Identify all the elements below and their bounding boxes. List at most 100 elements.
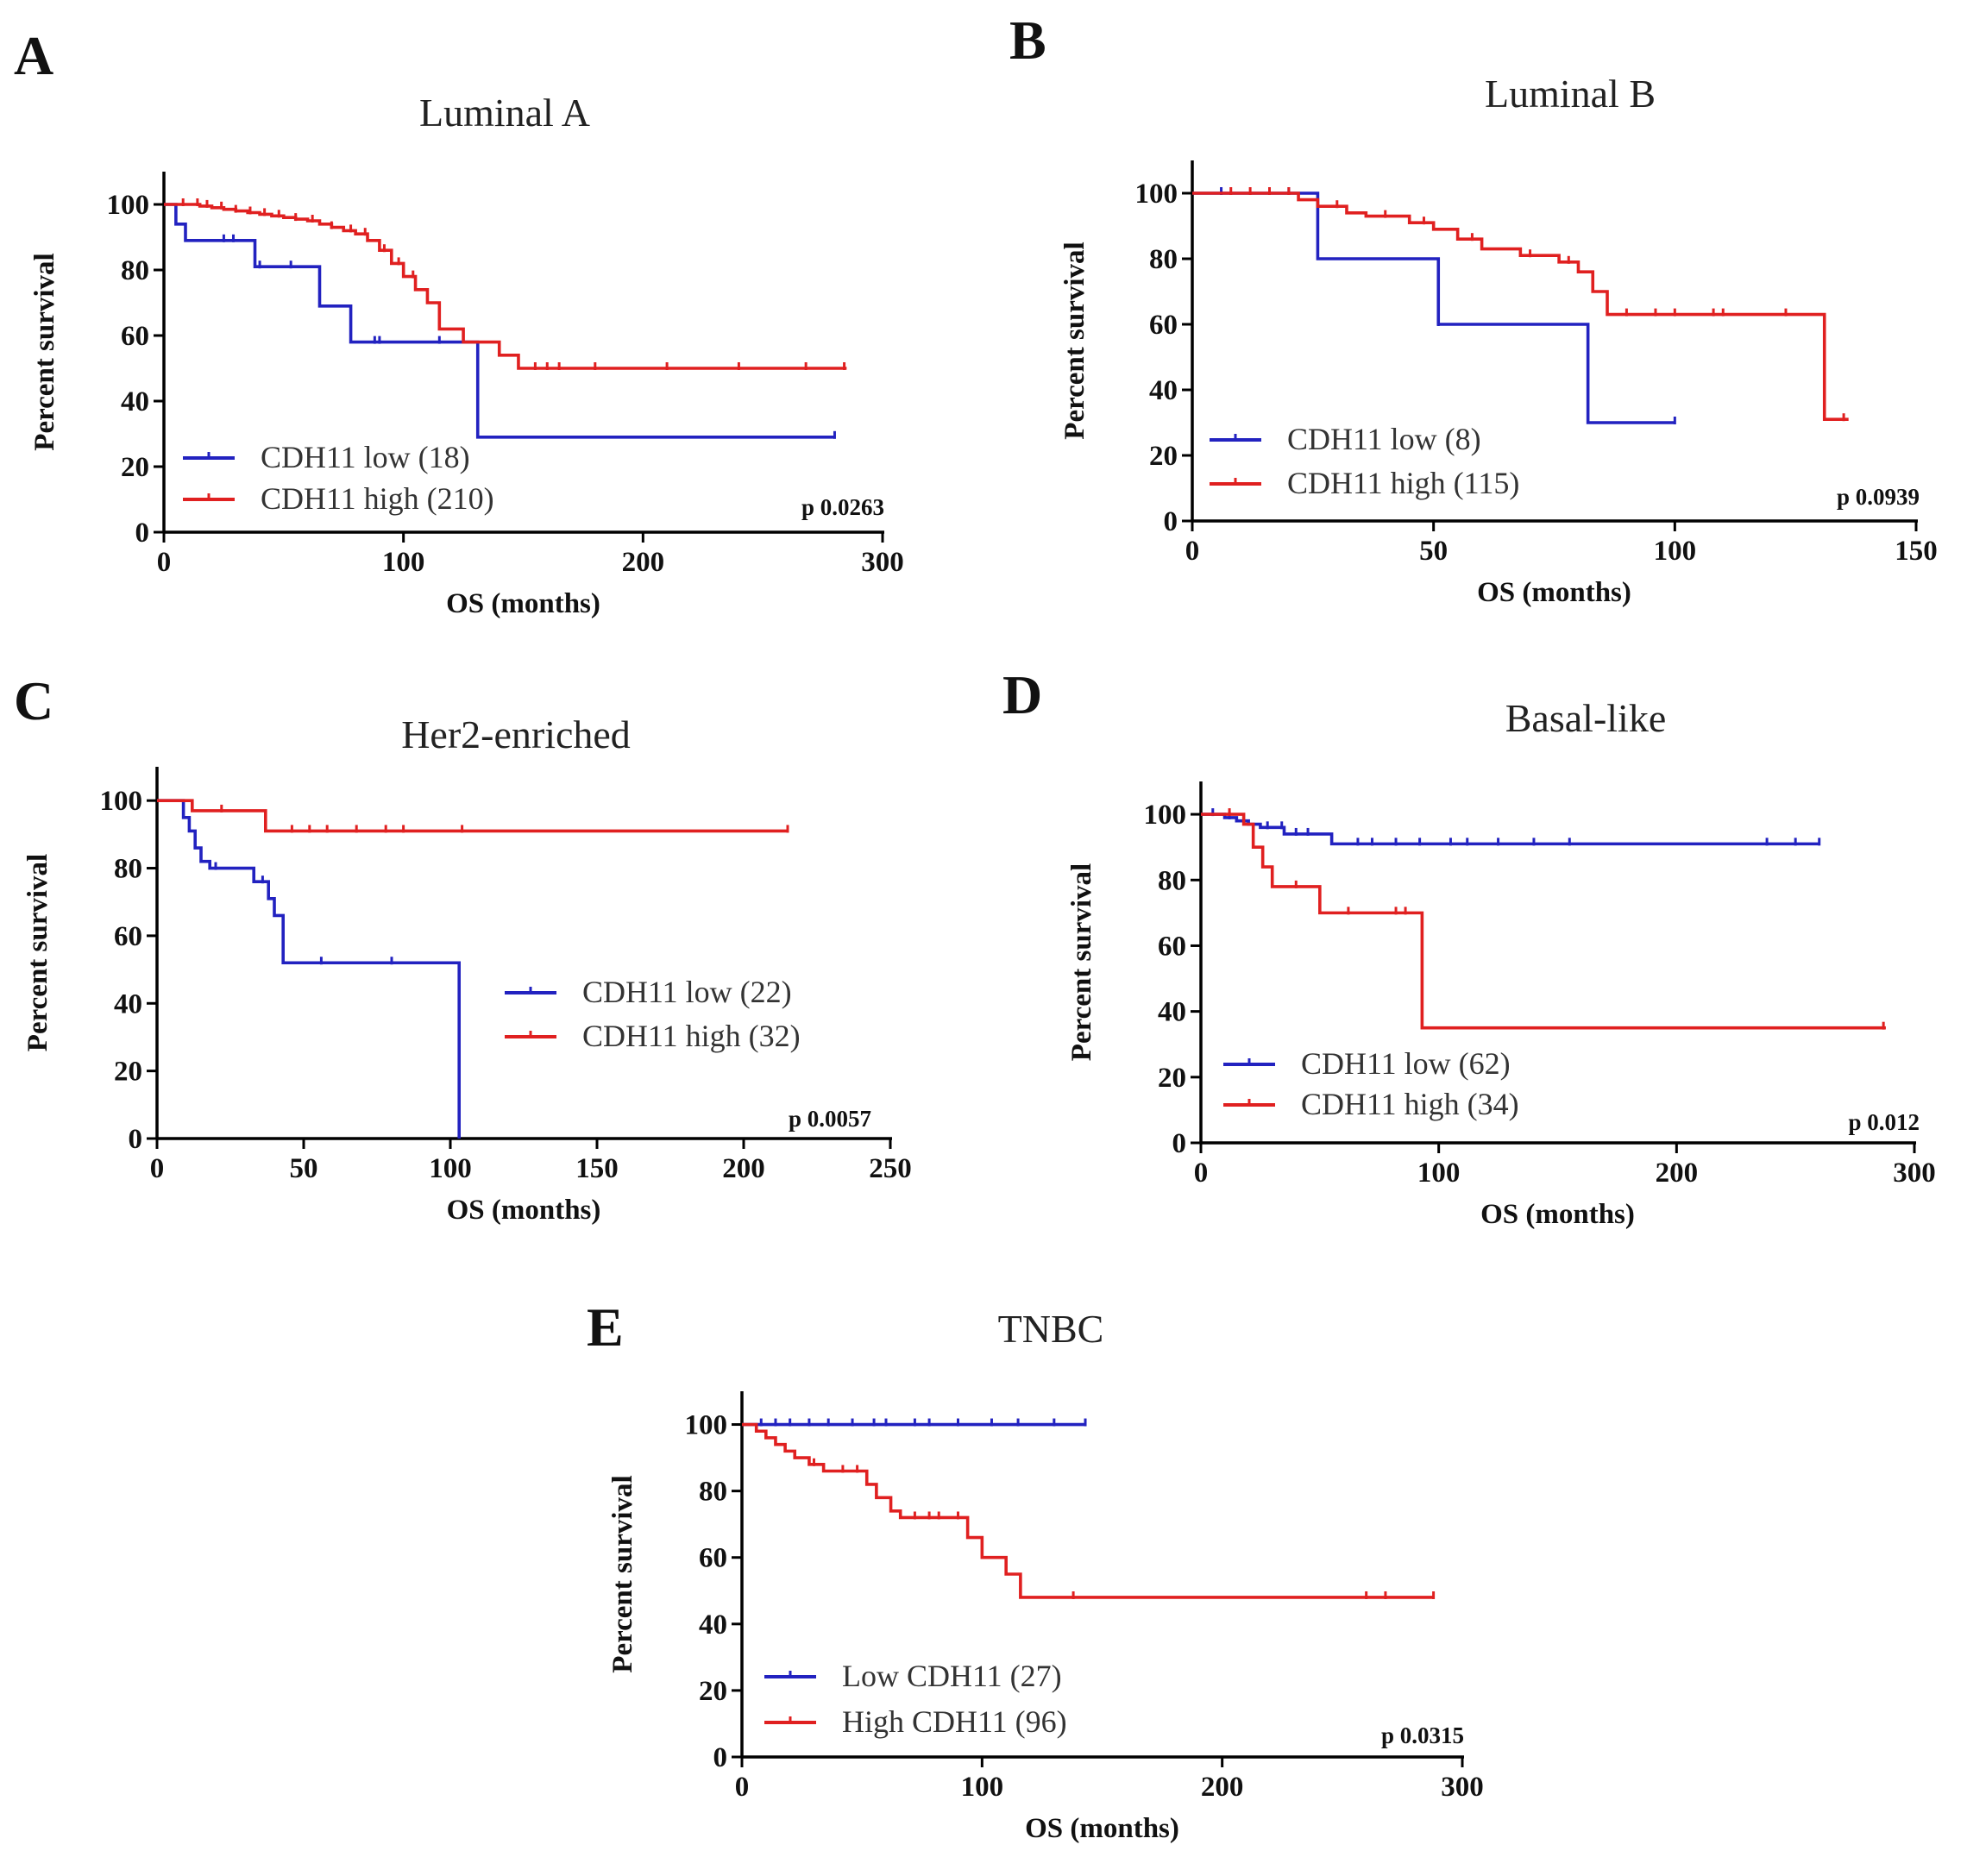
y-tick-label: 20 xyxy=(114,1057,142,1088)
y-axis-label: Percent survival xyxy=(22,854,53,1051)
survival-curve-low xyxy=(164,203,835,439)
panel-letter: B xyxy=(1009,9,1046,71)
y-axis-label: Percent survival xyxy=(1066,863,1097,1061)
x-tick-label: 50 xyxy=(1419,536,1448,567)
survival-curve-high xyxy=(1201,813,1886,1030)
x-tick-label: 100 xyxy=(382,547,425,578)
y-tick-label: 0 xyxy=(713,1742,728,1773)
x-axis-label: OS (months) xyxy=(447,1195,601,1226)
p-value: p 0.0263 xyxy=(801,494,884,520)
x-tick-label: 200 xyxy=(722,1153,765,1184)
y-tick-label: 100 xyxy=(685,1410,728,1441)
survival-curve-low xyxy=(157,799,461,1139)
x-tick-label: 300 xyxy=(1893,1158,1936,1189)
panel-c: C Her2-enriched 0 50 100 150 200 250 0 20 40 60 80 10… xyxy=(14,670,912,1226)
legend-entry: High CDH11 (96) xyxy=(842,1704,1067,1739)
legend-entry: Low CDH11 (27) xyxy=(842,1659,1062,1693)
y-tick-label: 0 xyxy=(1164,506,1178,537)
y-tick-label: 20 xyxy=(1149,441,1178,472)
y-tick-label: 0 xyxy=(135,518,150,549)
panel-e: E TNBC 0 100 200 300 0 20 40 60 80 100 OS (months) Pe… xyxy=(587,1296,1484,1844)
y-tick-label: 80 xyxy=(699,1477,727,1508)
y-tick-label: 40 xyxy=(699,1609,727,1641)
survival-curve-high xyxy=(742,1422,1434,1599)
x-tick-label: 0 xyxy=(1185,536,1200,567)
x-axis-label: OS (months) xyxy=(1477,577,1631,608)
x-tick-label: 300 xyxy=(861,547,904,578)
y-tick-label: 20 xyxy=(1158,1063,1186,1094)
legend-entry: CDH11 low (18) xyxy=(261,440,470,474)
x-tick-label: 0 xyxy=(157,547,172,578)
y-tick-label: 60 xyxy=(1158,931,1186,962)
panel-letter: A xyxy=(14,25,53,86)
x-tick-label: 0 xyxy=(150,1153,165,1184)
x-tick-label: 250 xyxy=(869,1153,912,1184)
legend-entry: CDH11 low (8) xyxy=(1287,422,1481,456)
x-tick-label: 150 xyxy=(1895,536,1938,567)
x-axis-label: OS (months) xyxy=(1025,1813,1179,1844)
legend-entry: CDH11 low (22) xyxy=(582,975,792,1009)
panel-letter: E xyxy=(587,1296,624,1358)
panel-letter: C xyxy=(14,670,53,731)
y-tick-label: 80 xyxy=(1149,244,1178,275)
x-tick-label: 150 xyxy=(575,1153,619,1184)
panel-title: TNBC xyxy=(998,1307,1104,1351)
y-tick-label: 0 xyxy=(1172,1128,1187,1159)
y-tick-label: 100 xyxy=(100,786,143,817)
p-value: p 0.0939 xyxy=(1837,484,1920,510)
panel-title: Her2-enriched xyxy=(401,712,631,756)
p-value: p 0.0315 xyxy=(1381,1722,1464,1748)
y-tick-label: 100 xyxy=(107,190,150,221)
x-tick-label: 0 xyxy=(735,1772,750,1803)
panel-title: Basal-like xyxy=(1505,696,1667,740)
y-tick-label: 80 xyxy=(1158,865,1186,896)
legend-entry: CDH11 high (34) xyxy=(1301,1087,1519,1121)
x-tick-label: 100 xyxy=(429,1153,472,1184)
x-tick-label: 100 xyxy=(1654,536,1697,567)
x-tick-label: 200 xyxy=(622,547,665,578)
x-tick-label: 200 xyxy=(1201,1772,1244,1803)
legend-entry: CDH11 high (32) xyxy=(582,1019,801,1053)
y-tick-label: 80 xyxy=(121,255,149,286)
y-tick-label: 60 xyxy=(121,321,149,352)
survival-curve-high xyxy=(157,799,788,833)
legend-entry: CDH11 high (115) xyxy=(1287,466,1519,500)
y-tick-label: 0 xyxy=(129,1124,143,1155)
panel-title: Luminal B xyxy=(1485,72,1656,116)
y-axis-label: Percent survival xyxy=(29,253,60,450)
x-tick-label: 50 xyxy=(290,1153,318,1184)
survival-curve-low xyxy=(1201,813,1819,846)
y-tick-label: 40 xyxy=(114,988,142,1020)
legend-entry: CDH11 low (62) xyxy=(1301,1046,1511,1081)
y-axis-label: Percent survival xyxy=(1059,242,1090,439)
y-tick-label: 40 xyxy=(121,386,149,417)
survival-curve-high xyxy=(164,203,847,370)
y-tick-label: 60 xyxy=(114,921,142,952)
y-tick-label: 40 xyxy=(1149,375,1178,406)
legend-entry: CDH11 high (210) xyxy=(261,481,494,516)
panel-letter: D xyxy=(1002,664,1042,725)
panel-b: B Luminal B 0 50 100 150 0 20 40 60 80 100 OS (month… xyxy=(1009,9,1938,608)
y-tick-label: 80 xyxy=(114,854,142,885)
y-tick-label: 20 xyxy=(121,452,149,483)
y-tick-label: 100 xyxy=(1135,179,1178,210)
x-tick-label: 0 xyxy=(1194,1158,1209,1189)
x-axis-label: OS (months) xyxy=(446,588,600,619)
y-tick-label: 100 xyxy=(1144,800,1187,831)
x-axis-label: OS (months) xyxy=(1480,1199,1635,1230)
panel-title: Luminal A xyxy=(419,91,590,135)
survival-curve-high xyxy=(1192,191,1849,421)
y-tick-label: 60 xyxy=(1149,310,1178,341)
p-value: p 0.0057 xyxy=(789,1106,871,1132)
y-tick-label: 20 xyxy=(699,1676,727,1707)
x-tick-label: 300 xyxy=(1441,1772,1484,1803)
x-tick-label: 200 xyxy=(1656,1158,1699,1189)
y-axis-label: Percent survival xyxy=(607,1475,638,1672)
panel-a: A Luminal A 0 100 200 300 0 20 40 60 80 100 OS (mont… xyxy=(14,25,904,619)
y-tick-label: 60 xyxy=(699,1543,727,1574)
x-tick-label: 100 xyxy=(961,1772,1004,1803)
p-value: p 0.012 xyxy=(1848,1109,1920,1135)
y-tick-label: 40 xyxy=(1158,997,1186,1028)
panel-d: D Basal-like 0 100 200 300 0 20 40 60 80 100 OS (mon… xyxy=(1002,664,1936,1230)
